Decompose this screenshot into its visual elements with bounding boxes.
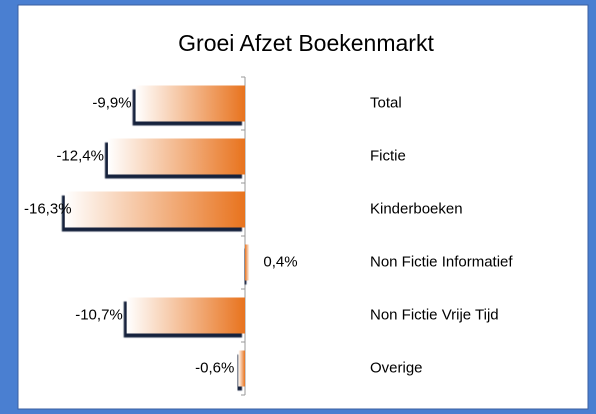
bar (245, 244, 250, 281)
bar (238, 350, 245, 387)
value-label: -12,4% (56, 147, 104, 164)
bar (135, 85, 245, 122)
value-label: -9,9% (92, 94, 131, 111)
value-label: -10,7% (75, 306, 123, 323)
category-label: Kinderboeken (370, 200, 463, 217)
value-label: -16,3% (24, 200, 72, 217)
category-label: Fictie (370, 147, 406, 164)
bar (107, 138, 245, 175)
chart-title: Groei Afzet Boekenmarkt (178, 30, 434, 56)
bar (126, 297, 245, 334)
value-label: -0,6% (195, 359, 234, 376)
category-label: Non Fictie Informatief (370, 253, 513, 270)
category-label: Non Fictie Vrije Tijd (370, 306, 499, 323)
category-label: Total (370, 94, 402, 111)
category-label: Overige (370, 359, 423, 376)
value-label: 0,4% (263, 253, 297, 270)
bar (64, 191, 245, 228)
